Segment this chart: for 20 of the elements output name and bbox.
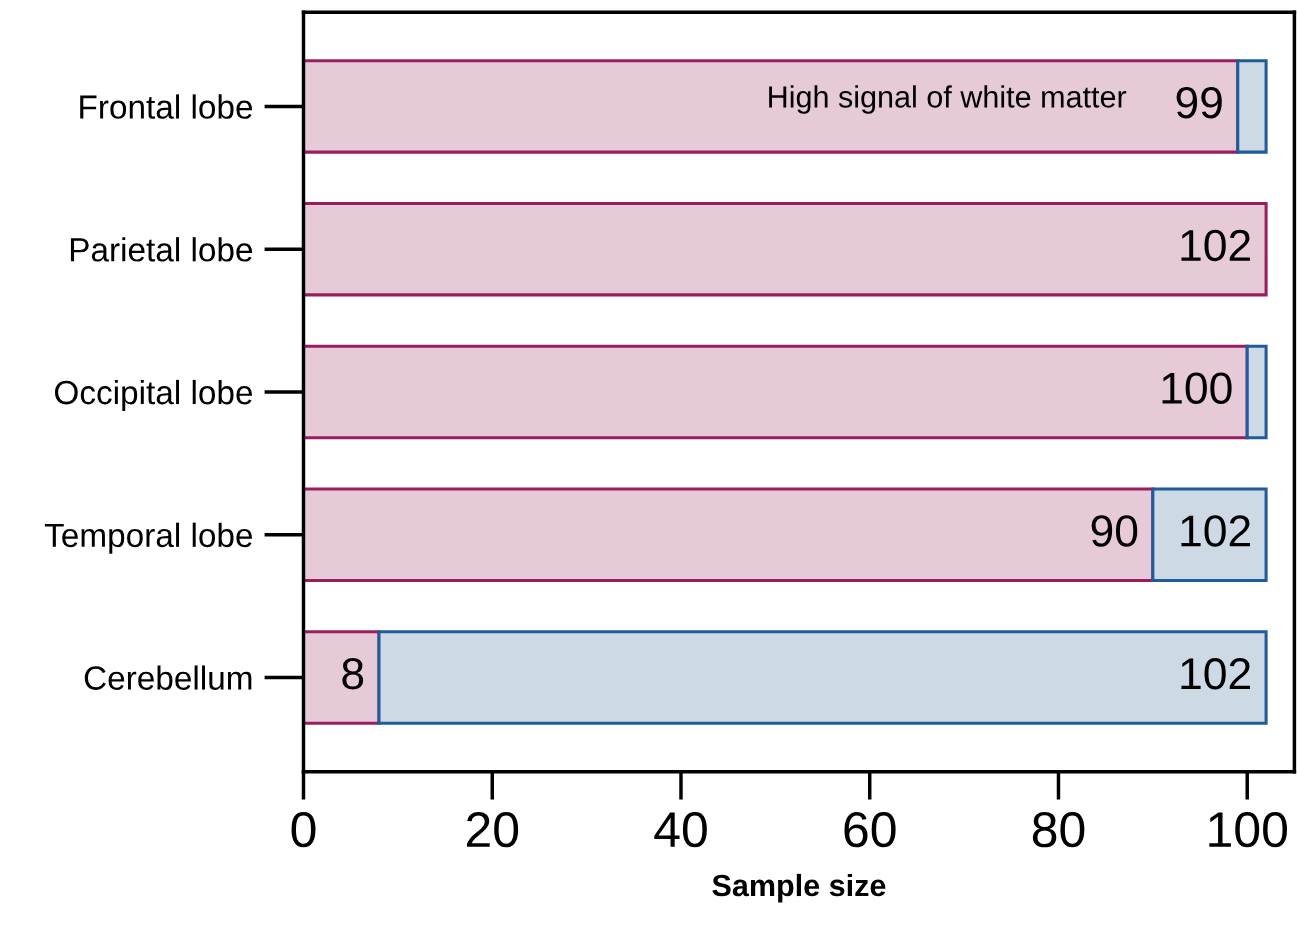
y-tick-label: Temporal lobe bbox=[44, 522, 253, 554]
x-tick-label: 0 bbox=[291, 811, 316, 848]
series-label: High signal of white matter bbox=[769, 85, 1127, 114]
data-label: 102 bbox=[1181, 229, 1250, 262]
x-axis-title: Sample size bbox=[712, 873, 886, 903]
data-label: 90 bbox=[1091, 515, 1138, 547]
y-tick-label: Frontal lobe bbox=[80, 94, 253, 119]
x-tick-label: 20 bbox=[466, 811, 519, 848]
x-tick-label: 40 bbox=[654, 811, 707, 848]
data-label: 99 bbox=[1176, 86, 1222, 119]
y-tick-label: Parietal lobe bbox=[70, 237, 253, 262]
x-tick-label: 80 bbox=[1032, 811, 1085, 848]
x-tick-label: 100 bbox=[1209, 811, 1287, 848]
data-label: 100 bbox=[1162, 372, 1232, 404]
data-label: 8 bbox=[342, 657, 364, 690]
total-label: 102 bbox=[1181, 657, 1250, 690]
y-tick-label: Cerebellum bbox=[84, 665, 252, 690]
x-tick-label: 60 bbox=[844, 811, 896, 848]
total-label: 102 bbox=[1181, 515, 1250, 547]
y-tick-label: Occipital lobe bbox=[54, 379, 253, 411]
